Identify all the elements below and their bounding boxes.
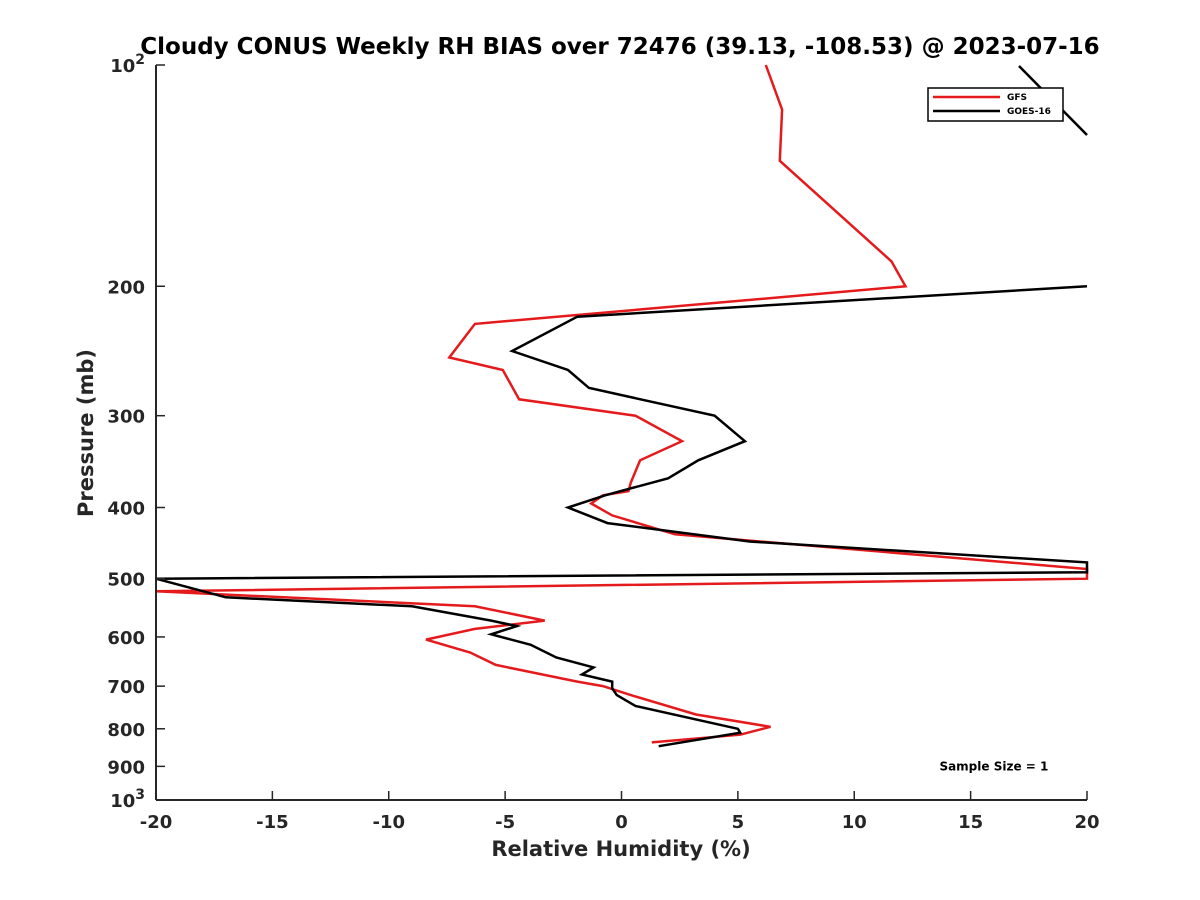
chart-title: Cloudy CONUS Weekly RH BIAS over 72476 (… (140, 34, 1099, 60)
series-line-goes16 (155, 285, 1089, 748)
y-tick-label: 800 (107, 720, 145, 741)
y-tick-label: 900 (107, 757, 145, 778)
y-tick-label: 300 (107, 407, 145, 428)
legend-box (927, 87, 1064, 122)
legend: GFS GOES-16 (927, 87, 1064, 122)
y-tick-label: 700 (107, 677, 145, 698)
x-axis-ticks: -20 -15 -10 -5 0 5 10 15 20 (140, 791, 1100, 833)
x-tick-label: -15 (256, 812, 289, 833)
legend-label-goes16: GOES-16 (1007, 107, 1051, 117)
x-tick-label: 15 (958, 812, 983, 833)
series-line-gfs (155, 64, 1089, 744)
y-axis-ticks: 102 200 300 400 500 600 700 800 900 103 (107, 52, 165, 812)
x-tick-label: 0 (615, 812, 628, 833)
x-tick-label: -5 (495, 812, 515, 833)
plot-axes (155, 65, 1087, 801)
y-tick-label: 600 (107, 628, 145, 649)
y-axis-label: Pressure (mb) (74, 349, 98, 517)
sample-size-annotation: Sample Size = 1 (939, 759, 1048, 773)
y-tick-label: 200 (107, 277, 145, 298)
y-tick-label: 102 (110, 52, 145, 77)
x-tick-label: -20 (140, 812, 173, 833)
x-tick-label: 20 (1074, 812, 1099, 833)
y-tick-label: 500 (107, 570, 145, 591)
legend-label-gfs: GFS (1007, 93, 1027, 103)
y-tick-label: 103 (110, 787, 145, 812)
y-tick-label: 400 (107, 499, 145, 520)
plot-lines (155, 64, 1089, 748)
x-tick-label: 5 (732, 812, 745, 833)
x-tick-label: 10 (842, 812, 867, 833)
x-tick-label: -10 (372, 812, 405, 833)
x-axis-label: Relative Humidity (%) (491, 837, 750, 861)
